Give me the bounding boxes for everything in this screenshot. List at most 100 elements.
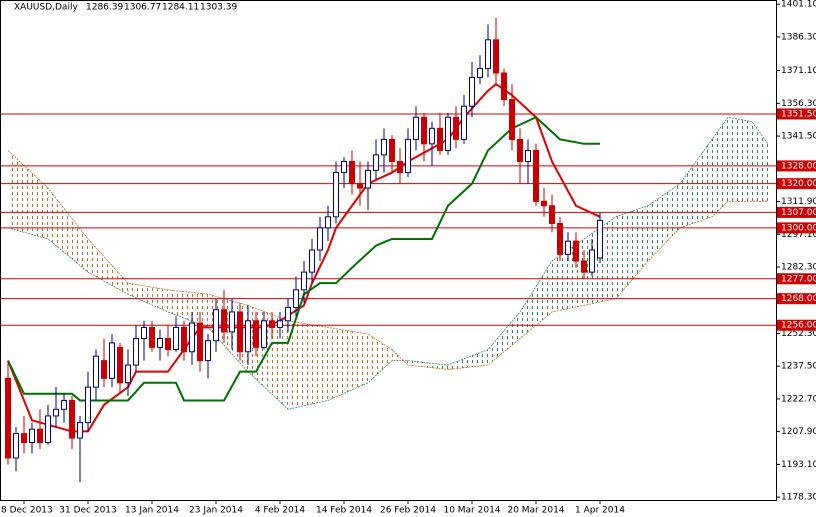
x-tick-label: 4 Feb 2014 [255,506,306,516]
x-tick-label: 14 Feb 2014 [316,506,372,516]
cloud-fill [328,327,368,401]
level-label-bg [777,160,816,172]
cloud-fill [408,360,448,370]
candle-body [109,342,115,379]
candle-body [509,99,515,140]
y-tick-label: 1178.30 [781,493,816,503]
candle-body [485,39,491,70]
level-label: 1328.00 [781,161,816,171]
candle-body [53,408,59,417]
candle-body [293,289,299,309]
candle-body [565,240,571,255]
level-label: 1351.50 [781,109,816,119]
y-tick-label: 1237.50 [781,362,816,372]
candle-body [45,415,51,443]
candle-body [21,433,27,443]
candle-body [581,260,587,273]
candle-body [557,222,563,255]
y-tick-label: 1371.10 [781,66,816,76]
candle-body [229,311,235,333]
candle-body [389,138,395,163]
candle-body [493,39,499,74]
cloud-fill [8,150,48,239]
candle-body [237,311,243,353]
candle-body [181,326,187,353]
y-tick-label: 1222.70 [781,394,816,404]
candle-body [477,68,483,78]
candle-body [261,320,267,348]
cloud-fill [728,117,752,202]
cloud-fill [288,320,328,410]
y-tick-label: 1193.10 [781,460,816,470]
candle-body [277,320,283,328]
header-close: 1303.39 [200,3,237,13]
candle-body [133,337,139,366]
candle-body [157,337,163,348]
candle-body [269,320,275,328]
cloud-fill [752,121,768,202]
level-label-bg [777,206,816,218]
candle-body [525,149,531,163]
candle-body [13,433,19,459]
candle-body [437,127,443,151]
header-open: 1286.39 [86,3,123,13]
level-label: 1300.00 [781,223,816,233]
candle-body [405,138,411,174]
level-label: 1268.00 [781,294,816,304]
candle-body [221,309,227,333]
y-tick-label: 1282.30 [781,263,816,273]
candle-body [429,127,435,145]
y-tick-label: 1297.10 [781,230,816,240]
level-label-bg [777,319,816,331]
candle-body [189,322,195,353]
candle-body [213,309,219,342]
x-tick-label: 20 Mar 2014 [507,506,564,516]
cloud-fill [616,205,648,299]
candle-body [69,399,75,439]
candle-body [37,428,43,443]
candle-body [197,322,203,362]
x-tick-label: 18 Dec 2013 [0,506,53,516]
candle-body [541,200,547,207]
plot-frame [0,0,777,501]
candle-body [597,219,603,259]
level-label: 1307.00 [781,208,816,218]
level-label-bg [777,222,816,234]
candle-body [413,116,419,140]
y-tick-label: 1401.10 [781,0,816,10]
candle-body [165,337,171,351]
level-label-bg [777,293,816,305]
x-tick-label: 23 Jan 2014 [189,506,243,516]
candle-body [333,172,339,218]
candle-body [253,320,259,348]
x-tick-label: 31 Dec 2013 [59,506,117,516]
candle-body [29,428,35,443]
candle-body [589,249,595,273]
level-label-bg [777,178,816,190]
level-label: 1277.00 [781,274,816,284]
candle-body [357,183,363,189]
candle-body [549,205,555,224]
candle-body [285,307,291,322]
y-tick-label: 1311.90 [781,197,816,207]
candle-body [205,340,211,362]
candle-body [309,249,315,273]
y-tick-label: 1252.30 [781,329,816,339]
candle-body [501,72,507,101]
cloud-span-line [7,116,769,410]
candle-body [453,116,459,140]
indicator-line [7,116,600,402]
cloud-fill [48,188,88,273]
candle-body [517,138,523,163]
candle-body [325,216,331,229]
candle-body [5,377,11,459]
y-tick-label: 1356.30 [781,99,816,109]
candle-body [397,161,403,174]
candle-body [445,116,451,151]
x-tick-label: 26 Feb 2014 [380,506,436,516]
plot-frame [0,0,777,501]
candle-body [573,240,579,262]
cloud-fill [648,183,680,262]
cloud-fill [712,117,728,217]
